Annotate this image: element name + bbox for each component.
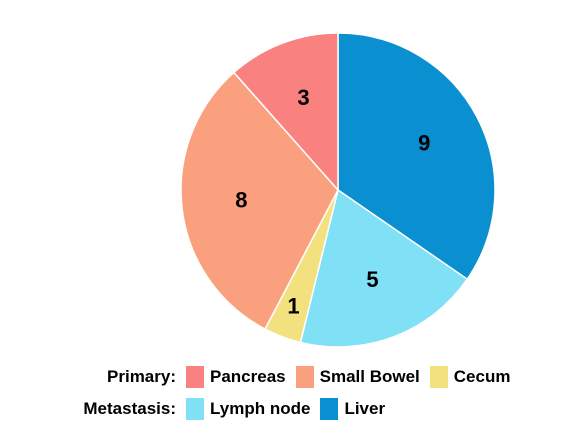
legend-label-pancreas: Pancreas [210,367,286,386]
pie-slice-value-lymph-node: 5 [366,267,378,292]
legend-label-liver: Liver [344,399,386,418]
legend-item-liver: Liver [320,398,385,420]
pie-slice-lymph-node [299,188,469,348]
pie-slice-pancreas [232,32,339,192]
legend-item-cecum: Cecum [429,366,511,388]
pie-slice-liver [337,32,496,281]
pie-slice-value-cecum: 1 [287,293,299,318]
pie-slice-value-liver: 9 [418,131,430,156]
legend-metastasis-title: Metastasis: [83,399,176,418]
legend-metastasis-row: Metastasis: Lymph node Liver [0,397,395,421]
legend-primary-title: Primary: [107,367,176,386]
pie-slices [180,32,496,348]
legend-swatch-pancreas [186,366,204,388]
pie-slice-labels: 9 5 1 8 3 [235,85,430,318]
legend-item-small-bowel: Small Bowel [295,366,420,388]
legend-swatch-cecum [429,366,448,388]
legend-item-pancreas: Pancreas [186,366,286,388]
legend-label-lymph-node: Lymph node [210,399,311,418]
legend-label-cecum: Cecum [453,367,511,386]
pie-slice-value-small-bowel: 8 [235,188,247,213]
legend-swatch-liver [320,398,339,420]
pie-slice-small-bowel [180,71,339,331]
legend-swatch-lymph-node [186,398,204,420]
legend-swatch-small-bowel [295,366,314,388]
pie-slice-value-pancreas: 3 [297,85,309,110]
legend-label-small-bowel: Small Bowel [319,367,420,386]
legend-primary-row: Primary: Pancreas Small Bowel Cecum [0,365,520,389]
legend-item-lymph-node: Lymph node [186,398,310,420]
